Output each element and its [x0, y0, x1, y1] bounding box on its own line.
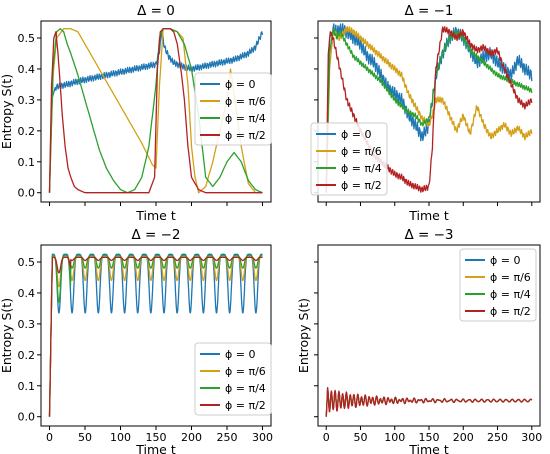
series-line-phi-pi2 — [48, 28, 263, 194]
x-tick-label: 300 — [521, 431, 542, 444]
legend-label: ϕ = π/4 — [341, 162, 382, 175]
legend-label: ϕ = π/4 — [225, 382, 266, 395]
legend: ϕ = 0 ϕ = π/6 ϕ = π/4 ϕ = π/2 — [459, 248, 537, 322]
panel-title: Δ = −2 — [131, 227, 180, 243]
y-tick-label: 0.5 — [18, 32, 36, 45]
legend-box — [459, 248, 537, 322]
series-line-phi-pi4 — [48, 28, 263, 194]
legend: ϕ = 0 ϕ = π/6 ϕ = π/4 ϕ = π/2 — [194, 72, 272, 146]
series-line-phi-pi2 — [48, 256, 263, 417]
x-tick-label: 200 — [181, 431, 202, 444]
x-tick-label: 50 — [353, 431, 367, 444]
y-tick-label: 0.1 — [18, 380, 36, 393]
x-tick-label: 100 — [110, 431, 131, 444]
panel-4: 0 50 100 150 200 250 300 Δ = −3 Time t Entropy S(… — [296, 227, 542, 454]
y-axis-label: Entropy S(t) — [296, 298, 311, 373]
series-line-phi-0 — [325, 23, 533, 193]
legend-label: ϕ = π/6 — [225, 95, 266, 108]
panel-1: 0.0 0.1 0.2 0.3 0.4 0.5 Δ = 0 Time t Entropy S(t… — [0, 3, 272, 223]
legend-label: ϕ = π/2 — [490, 305, 531, 318]
legend-label: ϕ = π/6 — [225, 365, 266, 378]
y-tick-label: 0.4 — [18, 63, 36, 76]
legend-label: ϕ = 0 — [341, 128, 371, 141]
y-tick-label: 0.0 — [18, 187, 36, 200]
x-tick-label: 50 — [78, 431, 92, 444]
series-line-phi-0 — [48, 31, 264, 193]
y-tick-label: 0.2 — [18, 125, 36, 138]
legend-label: ϕ = π/2 — [225, 399, 266, 412]
y-axis-label: Entropy S(t) — [0, 298, 14, 373]
series-line-phi-pi4 — [325, 27, 533, 193]
legend-box — [194, 342, 272, 416]
series-line-phi-pi4 — [48, 255, 263, 417]
panel-3: 0.0 0.1 0.2 0.3 0.4 0.5 0 50 100 150 200 250 300 Δ = … — [0, 227, 273, 454]
y-tick-label: 0.1 — [18, 156, 36, 169]
legend-label: ϕ = π/2 — [341, 179, 382, 192]
series-group — [325, 387, 533, 417]
x-tick-label: 150 — [419, 431, 440, 444]
x-tick-label: 100 — [384, 431, 405, 444]
panel-title: Δ = −1 — [404, 3, 453, 19]
legend: ϕ = 0 ϕ = π/6 ϕ = π/4 ϕ = π/2 — [194, 342, 272, 416]
x-tick-label: 250 — [487, 431, 508, 444]
y-tick-label: 0.0 — [18, 411, 36, 424]
legend-label: ϕ = π/4 — [490, 288, 531, 301]
y-tick-label: 0.3 — [18, 94, 36, 107]
x-axis-label: Time t — [408, 442, 449, 454]
x-axis-label: Time t — [135, 442, 176, 454]
x-axis-label: Time t — [135, 208, 176, 223]
legend-label: ϕ = π/2 — [225, 129, 266, 142]
legend-label: ϕ = 0 — [225, 348, 255, 361]
series-group — [48, 253, 263, 417]
series-line-phi-pi2 — [325, 387, 533, 417]
panel-2: Δ = −1 Time t ϕ = 0 ϕ = π/6 ϕ = π/4 ϕ = π/2 — [310, 3, 541, 223]
x-tick-label: 250 — [216, 431, 237, 444]
legend-label: ϕ = 0 — [225, 78, 255, 91]
legend: ϕ = 0 ϕ = π/6 ϕ = π/4 ϕ = π/2 — [310, 122, 388, 196]
y-tick-label: 0.4 — [18, 287, 36, 300]
legend-box — [194, 72, 272, 146]
y-tick-label: 0.3 — [18, 318, 36, 331]
x-tick-label: 150 — [146, 431, 167, 444]
series-line-phi-0 — [48, 253, 263, 417]
x-axis-label: Time t — [408, 208, 449, 223]
x-tick-label: 200 — [453, 431, 474, 444]
panel-title: Δ = −3 — [404, 227, 453, 243]
legend-label: ϕ = 0 — [490, 254, 520, 267]
panel-title: Δ = 0 — [137, 3, 175, 19]
x-tick-label: 0 — [323, 431, 330, 444]
series-line-phi-pi6 — [325, 26, 533, 193]
y-axis-label: Entropy S(t) — [0, 74, 14, 149]
y-tick-label: 0.2 — [18, 349, 36, 362]
x-tick-label: 0 — [46, 431, 53, 444]
y-tick-label: 0.5 — [18, 256, 36, 269]
x-tick-label: 300 — [252, 431, 273, 444]
legend-box — [310, 122, 388, 196]
legend-label: ϕ = π/4 — [225, 112, 266, 125]
legend-label: ϕ = π/6 — [341, 145, 382, 158]
legend-label: ϕ = π/6 — [490, 271, 531, 284]
